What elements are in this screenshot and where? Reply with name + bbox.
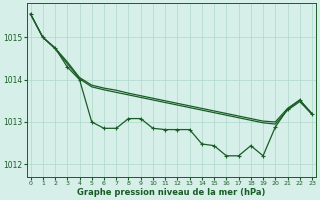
X-axis label: Graphe pression niveau de la mer (hPa): Graphe pression niveau de la mer (hPa) bbox=[77, 188, 266, 197]
